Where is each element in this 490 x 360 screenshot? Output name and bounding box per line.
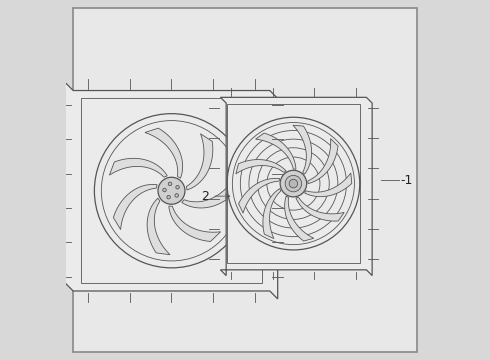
Polygon shape: [113, 184, 157, 230]
Circle shape: [158, 177, 185, 204]
Circle shape: [285, 175, 302, 192]
Polygon shape: [239, 179, 280, 213]
Text: 2: 2: [201, 190, 209, 203]
Polygon shape: [182, 178, 236, 208]
Polygon shape: [293, 125, 312, 174]
Polygon shape: [236, 159, 286, 174]
Polygon shape: [296, 197, 344, 221]
Polygon shape: [220, 97, 372, 275]
Polygon shape: [256, 133, 296, 169]
Circle shape: [280, 170, 307, 197]
Circle shape: [289, 179, 297, 188]
Polygon shape: [65, 83, 278, 299]
Circle shape: [163, 188, 166, 192]
Polygon shape: [305, 173, 352, 197]
Circle shape: [168, 182, 172, 186]
Circle shape: [175, 194, 178, 197]
Circle shape: [176, 185, 179, 189]
Polygon shape: [147, 198, 170, 255]
Polygon shape: [285, 196, 314, 241]
Polygon shape: [169, 206, 220, 242]
Polygon shape: [263, 189, 281, 239]
Polygon shape: [186, 134, 213, 190]
Circle shape: [167, 195, 171, 199]
Polygon shape: [109, 158, 167, 177]
Polygon shape: [308, 139, 338, 184]
Text: -1: -1: [400, 174, 413, 186]
Polygon shape: [145, 128, 183, 178]
